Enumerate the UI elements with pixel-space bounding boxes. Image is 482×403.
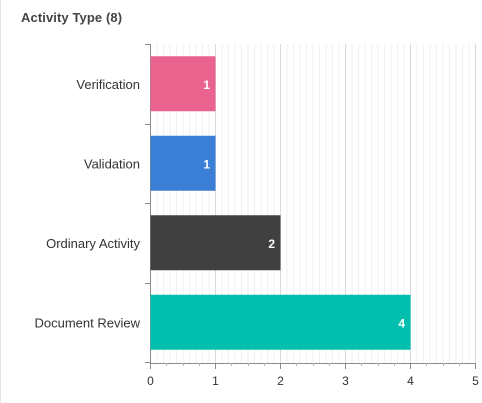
category-label-verification: Verification (76, 77, 140, 92)
x-tick-label-0: 0 (147, 374, 154, 388)
data-label-document-review: 4 (398, 316, 405, 330)
category-label-validation: Validation (84, 156, 140, 171)
bar-document-review[interactable] (150, 294, 411, 350)
data-label-ordinary-activity: 2 (268, 237, 275, 251)
x-tick-label-2: 2 (277, 374, 284, 388)
data-label-validation: 1 (203, 157, 210, 171)
x-tick-label-4: 4 (407, 374, 414, 388)
category-label-document-review: Document Review (35, 315, 141, 330)
chart-title: Activity Type (8) (21, 10, 123, 25)
bar-ordinary-activity[interactable] (150, 215, 281, 271)
data-label-verification: 1 (203, 78, 210, 92)
x-tick-label-5: 5 (472, 374, 479, 388)
bar-verification[interactable] (150, 56, 216, 112)
bar-validation[interactable] (150, 135, 216, 191)
category-label-ordinary-activity: Ordinary Activity (46, 236, 140, 251)
x-tick-label-3: 3 (342, 374, 349, 388)
x-tick-label-1: 1 (212, 374, 219, 388)
